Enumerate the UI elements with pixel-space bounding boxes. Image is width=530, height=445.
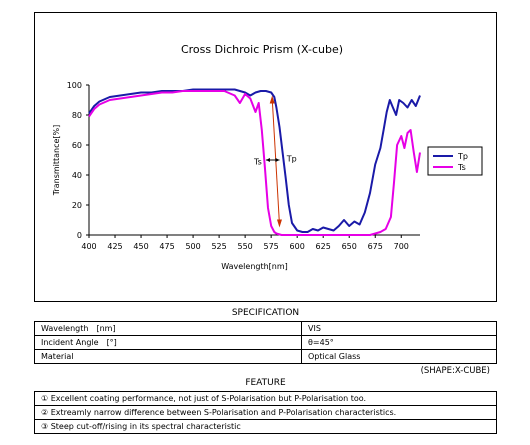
specification-table: Wavelength [nm] VIS Incident Angle [°] θ… bbox=[34, 321, 497, 364]
x-tick-label: 675 bbox=[368, 242, 383, 251]
feature-row: ① Excellent coating performance, not jus… bbox=[34, 391, 497, 406]
spec-label: Material bbox=[34, 349, 302, 364]
double-arrow-head-right bbox=[275, 158, 280, 162]
feature-item: ② Extreamly narrow difference between S-… bbox=[34, 405, 497, 420]
x-tick-label: 425 bbox=[107, 242, 122, 251]
feature-title: FEATURE bbox=[245, 378, 286, 388]
y-tick-label: 100 bbox=[67, 81, 82, 90]
spec-row-incident-angle: Incident Angle [°] θ=45° bbox=[34, 335, 497, 350]
spec-label: Incident Angle [°] bbox=[34, 335, 302, 350]
transmittance-chart: Cross Dichroic Prism (X-cube) 0 20 40 60 80 10… bbox=[52, 43, 483, 271]
legend-box bbox=[427, 146, 483, 176]
feature-row: ③ Steep cut-off/rising in its spectral c… bbox=[34, 419, 497, 434]
feature-row: ② Extreamly narrow difference between S-… bbox=[34, 405, 497, 420]
x-axis-label: Wavelength[nm] bbox=[221, 262, 288, 271]
annotation-ts: Ts bbox=[253, 158, 262, 167]
chart-frame: Cross Dichroic Prism (X-cube) 0 20 40 60 80 10… bbox=[34, 12, 497, 302]
y-tick-label: 0 bbox=[77, 231, 82, 240]
spec-value: θ=45° bbox=[301, 335, 497, 350]
double-arrow-head-left bbox=[265, 158, 270, 162]
shape-note: (SHAPE:X-CUBE) bbox=[420, 366, 490, 376]
chart-title: Cross Dichroic Prism (X-cube) bbox=[181, 43, 343, 56]
x-tick-label: 525 bbox=[211, 242, 226, 251]
x-tick-label: 625 bbox=[316, 242, 331, 251]
red-arrow-head-top bbox=[269, 95, 275, 104]
spec-row-material: Material Optical Glass bbox=[34, 349, 497, 364]
spec-label: Wavelength [nm] bbox=[34, 321, 302, 336]
x-tick-label: 550 bbox=[237, 242, 252, 251]
x-tick-label: 650 bbox=[342, 242, 357, 251]
legend-label-ts: Ts bbox=[457, 163, 466, 172]
spec-row-wavelength: Wavelength [nm] VIS bbox=[34, 321, 497, 336]
spec-value: Optical Glass bbox=[301, 349, 497, 364]
legend-label-tp: Tp bbox=[457, 152, 468, 161]
specification-title: SPECIFICATION bbox=[231, 308, 300, 318]
y-tick-label: 40 bbox=[72, 171, 82, 180]
red-arrow-head-bottom bbox=[276, 219, 282, 228]
x-tick-label: 700 bbox=[394, 242, 409, 251]
x-tick-label: 400 bbox=[81, 242, 96, 251]
x-tick-label: 450 bbox=[133, 242, 148, 251]
x-tick-label: 575 bbox=[264, 242, 279, 251]
feature-item: ③ Steep cut-off/rising in its spectral c… bbox=[34, 419, 497, 434]
y-axis-label: Transmittance[%] bbox=[52, 125, 61, 197]
y-tick-label: 20 bbox=[72, 201, 82, 210]
x-tick-label: 475 bbox=[159, 242, 174, 251]
annotation-tp: Tp bbox=[286, 155, 297, 164]
spec-value: VIS bbox=[301, 321, 497, 336]
feature-item: ① Excellent coating performance, not jus… bbox=[34, 391, 497, 406]
x-tick-label: 600 bbox=[290, 242, 305, 251]
y-tick-label: 60 bbox=[72, 141, 82, 150]
feature-table: ① Excellent coating performance, not jus… bbox=[34, 391, 497, 434]
series-line-ts bbox=[88, 90, 421, 236]
x-tick-label: 500 bbox=[185, 242, 200, 251]
y-tick-label: 80 bbox=[72, 111, 82, 120]
